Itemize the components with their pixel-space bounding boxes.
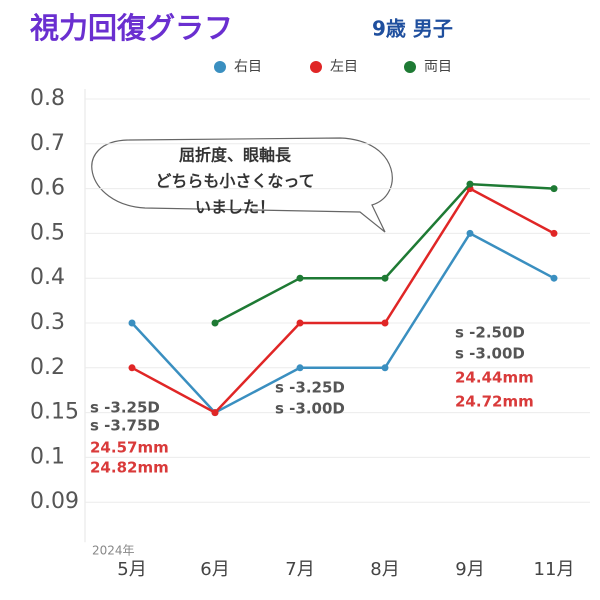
legend-marker: [214, 61, 226, 73]
x-tick-label: 8月: [370, 559, 399, 580]
annotation: 24.57mm: [90, 439, 169, 457]
y-tick-label: 0.15: [30, 400, 79, 425]
legend-label: 左目: [330, 59, 358, 75]
annotation: s -3.00D: [275, 400, 345, 418]
x-tick-label: 9月: [455, 559, 484, 580]
y-tick-label: 0.4: [30, 265, 65, 290]
point: [211, 319, 219, 327]
annotation: s -3.25D: [90, 399, 160, 417]
point: [296, 364, 304, 372]
legend-label: 両目: [424, 59, 452, 75]
point: [466, 180, 474, 188]
x-tick-label: 5月: [117, 559, 146, 580]
annotation: 24.82mm: [90, 459, 169, 477]
point: [550, 185, 558, 193]
x-tick-label: 7月: [285, 559, 314, 580]
y-tick-label: 0.8: [30, 86, 65, 111]
x-note: 2024年: [92, 544, 135, 558]
point: [550, 229, 558, 237]
x-tick-label: 11月: [534, 559, 575, 580]
y-tick-label: 0.3: [30, 310, 65, 335]
legend-label: 右目: [234, 59, 262, 75]
point: [381, 274, 389, 282]
speech-bubble: [91, 137, 393, 233]
annotation: s -3.75D: [90, 417, 160, 435]
y-tick-label: 0.2: [30, 355, 65, 380]
chart-subtitle: 9歳 男子: [372, 17, 453, 41]
annotation: s -3.25D: [275, 379, 345, 397]
y-tick-label: 0.7: [30, 131, 65, 156]
annotation: 24.72mm: [455, 393, 534, 411]
series-line: [131, 231, 555, 415]
y-tick-label: 0.1: [30, 444, 65, 469]
bubble-text: 屈折度、眼軸長: [179, 146, 292, 165]
y-tick-label: 0.09: [30, 489, 79, 514]
series-line: [131, 186, 555, 415]
legend-marker: [310, 61, 322, 73]
point: [211, 409, 219, 417]
point: [128, 319, 136, 327]
annotation: 24.44mm: [455, 369, 534, 387]
point: [128, 364, 136, 372]
x-tick-label: 6月: [200, 559, 229, 580]
point: [296, 274, 304, 282]
point: [466, 229, 474, 237]
chart-title: 視力回復グラフ: [30, 11, 233, 45]
point: [550, 274, 558, 282]
y-tick-label: 0.5: [30, 220, 65, 245]
legend-marker: [404, 61, 416, 73]
point: [381, 319, 389, 327]
annotation: s -3.00D: [455, 345, 525, 363]
point: [296, 319, 304, 327]
annotation: s -2.50D: [455, 324, 525, 342]
bubble-text: どちらも小さくなって: [155, 172, 314, 191]
y-tick-label: 0.6: [30, 176, 65, 201]
point: [381, 364, 389, 372]
bubble-text: いました！: [195, 198, 275, 217]
